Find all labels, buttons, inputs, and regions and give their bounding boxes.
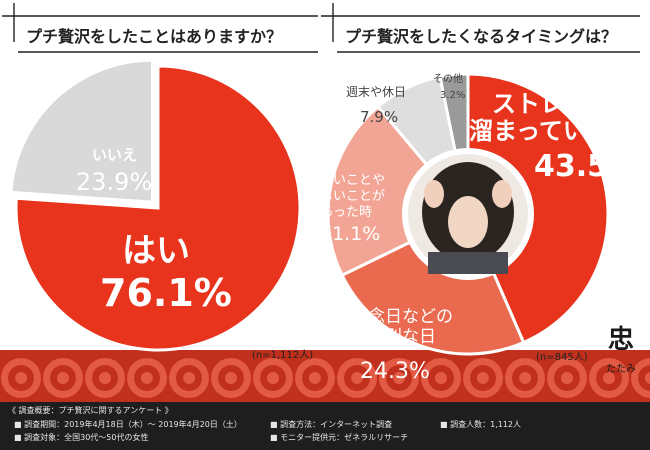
label-happy: 楽しいことや: [307, 172, 385, 188]
pattern-dot: [393, 372, 405, 384]
label-stress: ストレスが: [492, 90, 612, 118]
footer-provider: ■ モニター提供元：ゼネラルリサーチ: [270, 433, 409, 442]
pattern-dot: [267, 372, 279, 384]
footer-heading: 《 調査概要：プチ贅沢に関するアンケート 》: [8, 406, 173, 415]
footer-method: ■ 調査方法：インターネット調査: [270, 420, 393, 429]
right-hand-shape: [492, 180, 512, 208]
label-happy: 嬉しいことが: [307, 189, 385, 204]
label-stress: 溜まっている時: [469, 117, 635, 145]
footer-count: ■ 調査人数：1,112人: [440, 420, 522, 429]
label-weekend: 週末や休日: [346, 85, 406, 99]
slice-stress: [466, 72, 610, 345]
label-happy: あった時: [320, 205, 372, 220]
slice-no: [9, 58, 155, 204]
logo-mark: 忠: [608, 325, 634, 355]
value-anniversary: 24.3%: [360, 359, 430, 384]
logo-text: たたみ: [606, 363, 636, 375]
pattern-dot: [477, 372, 489, 384]
pattern-dot: [309, 372, 321, 384]
value-weekend: 7.9%: [360, 108, 398, 126]
sample-size-left: (n=1,112人): [252, 349, 313, 361]
value-stress: 43.5%: [534, 149, 638, 184]
slice-yes: [14, 64, 302, 352]
pattern-ring: [638, 365, 650, 391]
right-title: プチ贅沢をしたくなるタイミングは？: [345, 27, 617, 46]
pattern-dot: [225, 372, 237, 384]
footer-period: ■ 調査期間：2019年4月18日（木）～ 2019年4月20日（土）: [14, 420, 242, 429]
pattern-dot: [141, 372, 153, 384]
pattern-dot: [645, 372, 650, 384]
pattern-dot: [15, 372, 27, 384]
pattern-dot: [57, 372, 69, 384]
face-shape: [448, 196, 488, 248]
label-no: いいえ: [92, 146, 137, 164]
shirt-shape: [428, 252, 508, 274]
value-happy: 21.1%: [320, 223, 380, 245]
value-other: 3.2%: [440, 90, 465, 101]
label-anniversary: 記念日などの: [351, 306, 453, 327]
survey-footer: 《 調査概要：プチ贅沢に関するアンケート 》 ■ 調査期間：2019年4月18日…: [0, 402, 650, 450]
pattern-dot: [603, 372, 615, 384]
value-yes: 76.1%: [100, 271, 232, 315]
footer-target: ■ 調査対象：全国30代～50代の女性: [14, 433, 149, 442]
pattern-dot: [519, 372, 531, 384]
left-title: プチ贅沢をしたことはありますか？: [26, 27, 282, 46]
center-photo: [408, 154, 528, 274]
label-other: その他: [433, 72, 463, 85]
pattern-dot: [99, 372, 111, 384]
slice-happy: [326, 104, 471, 278]
label-anniversary: 特別な日: [368, 327, 436, 347]
left-hand-shape: [424, 180, 444, 208]
pattern-dot: [561, 372, 573, 384]
pattern-dot: [435, 372, 447, 384]
value-no: 23.9%: [76, 168, 152, 196]
sample-size-right: (n=845人): [536, 351, 588, 363]
pattern-dot: [351, 372, 363, 384]
pattern-dot: [183, 372, 195, 384]
label-yes: はい: [122, 231, 190, 271]
